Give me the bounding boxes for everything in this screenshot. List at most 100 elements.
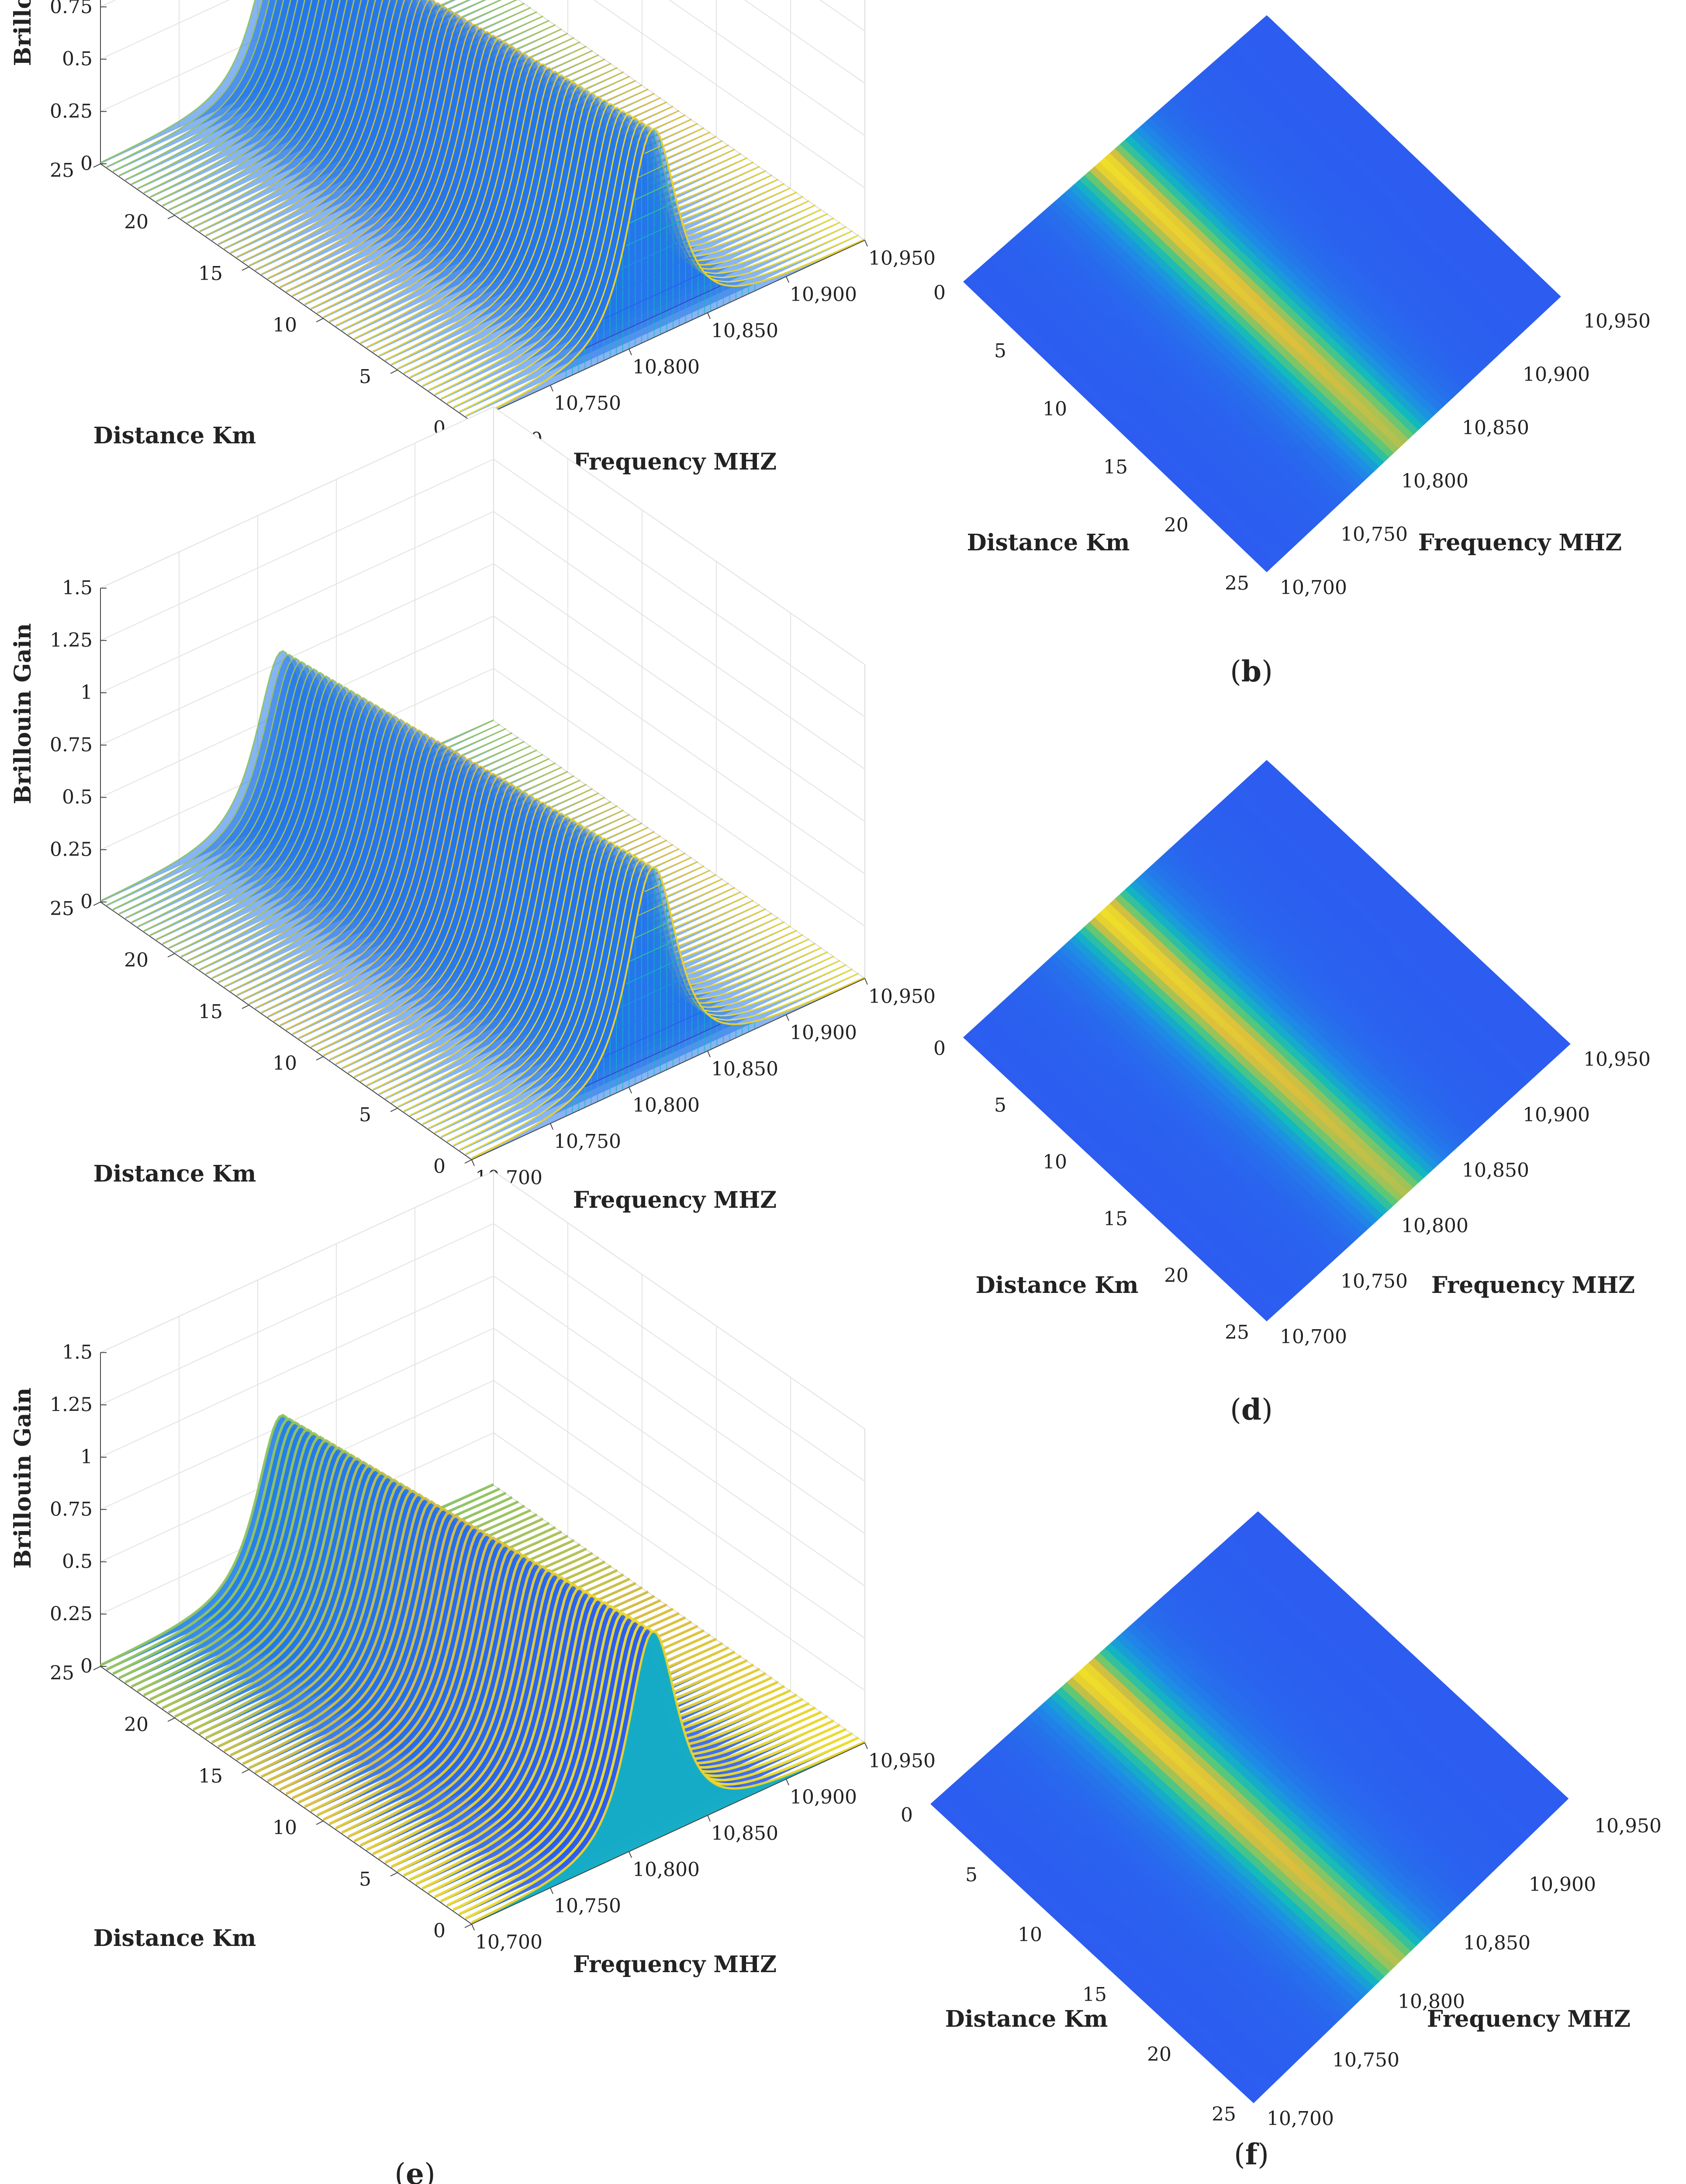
distance-tick [464, 1159, 472, 1164]
grid-line-z [100, 0, 865, 136]
distance-tick-label: 5 [359, 366, 371, 388]
z-tick-label: 0.75 [50, 734, 93, 756]
frequency-tick-label: 10,800 [632, 1094, 700, 1116]
frequency-tick-label: 10,850 [1462, 417, 1529, 439]
distance-tick-label: 0 [433, 1155, 446, 1178]
surface-strip [472, 128, 865, 422]
front-profile [471, 128, 865, 421]
heatmap-cell [1478, 370, 1490, 382]
frequency-axis-title: Frequency MHZ [573, 1187, 777, 1213]
frequency-tick [864, 240, 868, 247]
heatmap-cell [1488, 362, 1500, 373]
frequency-tick-label: 10,800 [1401, 470, 1468, 492]
heatmap-cell [1498, 353, 1510, 364]
frequency-axis-title: Frequency MHZ [573, 449, 777, 475]
caption-letter: b [1241, 654, 1261, 688]
frequency-tick [471, 1159, 475, 1166]
heatmap-cell [1518, 335, 1531, 346]
front-contour [638, 164, 667, 178]
heatmap-cell [1533, 321, 1545, 333]
distance-tick [93, 902, 101, 906]
heatmap-cell [1523, 331, 1535, 342]
frequency-tick-label: 10,950 [868, 985, 936, 1008]
distance-tick [390, 1108, 398, 1112]
distance-tick-label: 0 [933, 282, 946, 304]
front-contour [619, 238, 686, 270]
distance-tick-label: 10 [273, 314, 297, 336]
frequency-tick [707, 1051, 711, 1057]
heatmap-cell [1558, 300, 1571, 311]
distance-tick-label: 25 [1225, 572, 1249, 594]
distance-tick [167, 215, 175, 219]
front-contour [613, 256, 692, 294]
frequency-tick-label: 10,750 [1341, 523, 1408, 546]
heatmap-cells [963, 15, 1571, 572]
frequency-tick [629, 349, 632, 356]
frequency-tick-label: 10,700 [1280, 577, 1347, 599]
frequency-tick-label: 10,800 [632, 356, 700, 378]
panel-b: 0 5 10 15 20 25 10,700 10,750 10,800 10,850 10,900… [933, 15, 1651, 688]
grid-line-z [100, 0, 865, 189]
frequency-tick-label: 10,900 [790, 1022, 857, 1044]
distance-tick-label: 10 [1043, 398, 1067, 420]
heatmap-cell [1508, 344, 1520, 355]
heatmap-cells [963, 760, 1571, 1321]
distance-tick-label: 15 [1103, 456, 1128, 478]
heatmap-cell [1538, 317, 1551, 328]
heatmap-cell [1503, 348, 1515, 359]
distance-tick-label: 15 [198, 1001, 223, 1023]
distance-axis-title: Distance Km [93, 422, 256, 449]
front-contour [584, 285, 721, 349]
heatmap-cell [1548, 308, 1561, 320]
heatmap-cell [1483, 366, 1495, 377]
distance-tick-label: 5 [359, 1104, 371, 1126]
front-contour [635, 183, 670, 200]
front-contour [644, 145, 661, 154]
frequency-axis-title: Frequency MHZ [1418, 529, 1622, 556]
panel-a: 00.250.50.7511.251.5051015202510,70010,7… [10, 0, 936, 688]
z-tick-label: 1 [80, 681, 93, 704]
distance-tick [316, 318, 324, 322]
front-contour [625, 221, 680, 246]
distance-tick-label: 5 [994, 340, 1006, 362]
frequency-tick [629, 1087, 632, 1094]
frequency-tick-label: 10,850 [711, 320, 778, 342]
distance-tick-label: 15 [198, 263, 223, 285]
frequency-tick [707, 312, 711, 319]
distance-tick-label: 10 [273, 1052, 297, 1075]
frequency-tick [550, 385, 553, 392]
frequency-tick-label: 10,750 [554, 392, 621, 415]
distance-tick [316, 1056, 324, 1061]
z-tick-label: 1.5 [62, 577, 93, 599]
frequency-tick-label: 10,850 [711, 1058, 778, 1080]
panel-caption: (b) [1230, 654, 1273, 688]
distance-tick [390, 370, 398, 374]
heatmap-cell [1528, 326, 1541, 337]
distance-tick [167, 953, 175, 957]
distance-axis-line [100, 163, 472, 422]
frequency-tick-label: 10,750 [554, 1130, 621, 1153]
heatmap-cell [1513, 339, 1525, 351]
frequency-tick [786, 276, 789, 283]
z-tick-label: 1.25 [50, 629, 93, 651]
distance-tick-label: 25 [50, 159, 74, 182]
z-tick-label: 0 [80, 152, 93, 175]
front-contour [629, 201, 677, 224]
frequency-tick-label: 10,900 [790, 283, 857, 306]
distance-axis-title: Distance Km [93, 1161, 256, 1187]
frequency-tick-label: 10,950 [868, 247, 936, 270]
frequency-tick-label: 10,950 [1583, 310, 1651, 332]
frequency-tick [864, 978, 868, 985]
z-tick-label: 0.25 [50, 100, 93, 122]
distance-tick-label: 20 [1164, 514, 1188, 536]
frequency-tick-label: 10,900 [1523, 363, 1590, 386]
z-axis-title: Brillouin Gain [10, 0, 36, 66]
heatmap-cell [1544, 313, 1556, 324]
heatmap-cell [1554, 304, 1566, 315]
distance-tick-label: 20 [124, 949, 149, 971]
front-contour [603, 273, 702, 319]
z-tick-label: 0 [80, 891, 93, 913]
distance-tick [93, 163, 101, 168]
